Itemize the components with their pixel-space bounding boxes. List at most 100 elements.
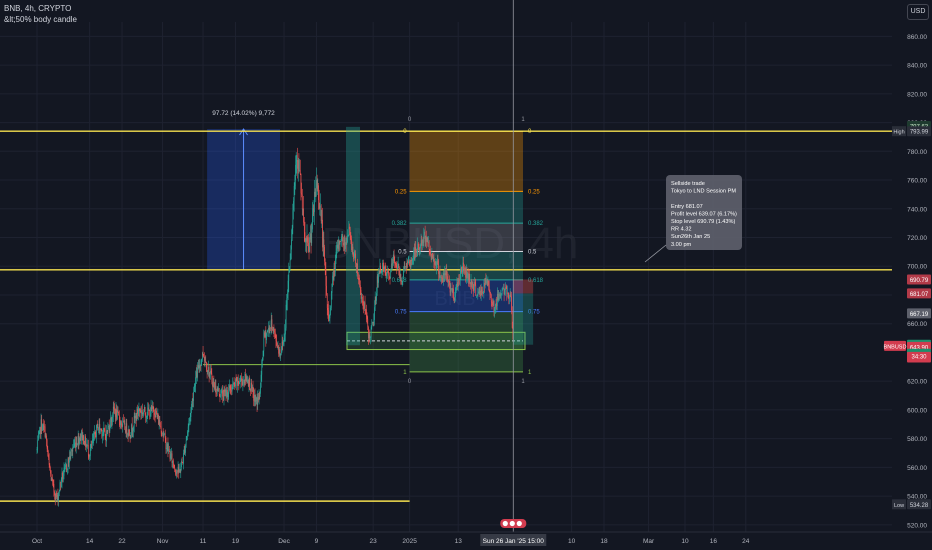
price-tag-label: 534.28 bbox=[910, 503, 929, 509]
candle-body bbox=[424, 231, 425, 235]
candle-body bbox=[129, 429, 130, 436]
time-tick-label: 23 bbox=[370, 538, 378, 545]
candle-body bbox=[316, 179, 318, 190]
candle-body bbox=[179, 469, 180, 473]
candle-body bbox=[454, 297, 456, 300]
candle-body bbox=[318, 199, 320, 209]
candle-body bbox=[116, 409, 117, 419]
candle-body bbox=[297, 160, 298, 169]
candle-body bbox=[283, 337, 285, 341]
candle-body bbox=[430, 251, 431, 255]
price-tick-label: 860.00 bbox=[907, 34, 927, 41]
price-tag-label: 681.07 bbox=[910, 292, 929, 298]
candle-body bbox=[415, 247, 417, 253]
candle-body bbox=[378, 273, 380, 274]
price-tag-label: 690.79 bbox=[910, 278, 929, 284]
candle-body bbox=[220, 391, 222, 397]
candle-body bbox=[322, 239, 324, 248]
candle-body bbox=[397, 263, 399, 268]
candle-body bbox=[430, 254, 432, 260]
candle-body bbox=[123, 421, 125, 422]
candle-body bbox=[370, 327, 372, 338]
candle-body bbox=[355, 253, 356, 264]
candle-body bbox=[334, 267, 336, 272]
candle-body bbox=[355, 263, 357, 270]
candle-body bbox=[119, 415, 120, 422]
candle-body bbox=[367, 319, 369, 328]
candle-body bbox=[494, 308, 495, 313]
price-tick-label: 740.00 bbox=[907, 206, 927, 213]
candle-body bbox=[351, 238, 352, 251]
candle-body bbox=[166, 448, 167, 450]
candle-body bbox=[482, 291, 483, 294]
candle-body bbox=[443, 273, 444, 283]
candle-body bbox=[166, 444, 168, 449]
candle-body bbox=[449, 285, 451, 293]
candle-body bbox=[144, 406, 146, 414]
candle-body bbox=[432, 252, 433, 258]
candle-body bbox=[361, 296, 363, 299]
candle-body bbox=[238, 382, 240, 385]
candle-body bbox=[422, 239, 424, 244]
candle-body bbox=[253, 392, 255, 401]
candle-body bbox=[256, 397, 258, 405]
candle-body bbox=[463, 268, 465, 271]
candle-body bbox=[365, 309, 367, 310]
candle-body bbox=[424, 231, 426, 242]
candle-body bbox=[70, 450, 72, 459]
candle-body bbox=[380, 265, 381, 273]
candle-body bbox=[100, 428, 101, 430]
candle-body bbox=[135, 415, 137, 420]
candle-body bbox=[40, 419, 42, 434]
candle-body bbox=[426, 236, 427, 242]
candle-body bbox=[304, 232, 306, 243]
price-tick-label: 820.00 bbox=[907, 91, 927, 98]
candle-body bbox=[131, 424, 133, 432]
candle-body bbox=[78, 436, 80, 444]
candle-body bbox=[202, 352, 204, 355]
candle-body bbox=[420, 240, 422, 245]
candle-body bbox=[270, 319, 272, 329]
candle-body bbox=[119, 421, 121, 425]
candle-body bbox=[301, 194, 303, 210]
candle-body bbox=[276, 340, 277, 346]
candle-body bbox=[197, 367, 198, 378]
candle-body bbox=[259, 393, 261, 395]
candle-body bbox=[114, 410, 116, 417]
candle-body bbox=[74, 442, 76, 444]
candle-body bbox=[474, 282, 475, 291]
candle-body bbox=[183, 449, 185, 454]
watermark-symbol: BNBUSD, 4h bbox=[322, 219, 579, 268]
candle-body bbox=[52, 481, 54, 484]
candle-body bbox=[260, 374, 262, 388]
candle-body bbox=[260, 387, 261, 394]
candle-body bbox=[254, 395, 255, 401]
candle-body bbox=[75, 442, 76, 449]
fib-start-bottom-label: 0 bbox=[408, 379, 412, 385]
currency-button[interactable]: USD bbox=[907, 4, 929, 20]
candle-body bbox=[205, 360, 207, 363]
candle-body bbox=[62, 472, 63, 479]
candle-body bbox=[503, 287, 504, 289]
candle-body bbox=[399, 268, 400, 278]
candle-body bbox=[210, 370, 212, 374]
candle-body bbox=[320, 205, 321, 207]
candle-body bbox=[50, 470, 51, 474]
measure-arrow-head bbox=[239, 128, 248, 136]
candle-body bbox=[292, 210, 294, 228]
candle-body bbox=[293, 200, 294, 211]
candle-body bbox=[106, 430, 108, 433]
spike-highlight bbox=[346, 126, 360, 346]
candle-body bbox=[67, 458, 69, 470]
candle-body bbox=[485, 278, 487, 284]
indicator-label[interactable]: &lt;50% body candle bbox=[4, 15, 77, 24]
candle-body bbox=[439, 271, 441, 278]
candle-body bbox=[192, 399, 194, 401]
fib-end-bottom-label: 1 bbox=[521, 379, 525, 385]
price-tag-label: 643.90 bbox=[910, 345, 929, 351]
candle-body bbox=[274, 332, 276, 336]
candle-body bbox=[157, 414, 159, 418]
candle-body bbox=[359, 279, 360, 286]
candle-body bbox=[164, 433, 165, 435]
